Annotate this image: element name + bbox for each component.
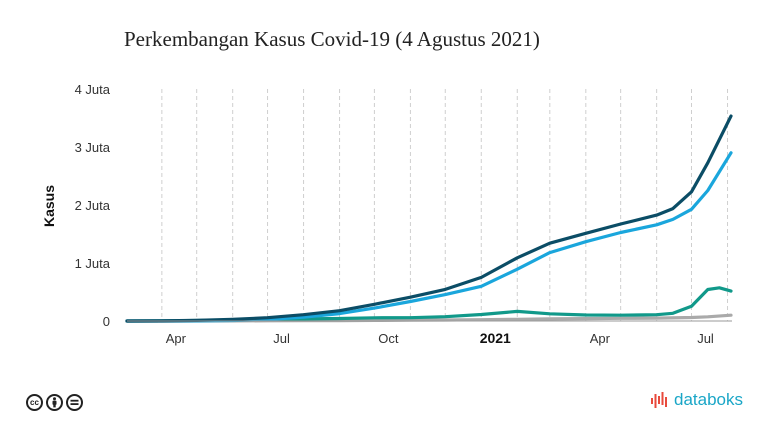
x-tick-label: Apr <box>590 331 611 346</box>
no-derivatives-icon[interactable] <box>66 394 83 411</box>
y-tick-label: 0 <box>103 314 110 329</box>
grid-lines <box>161 89 729 321</box>
x-tick-label: Jul <box>273 331 290 346</box>
x-tick-label: 2021 <box>480 330 511 346</box>
series-line <box>125 114 733 323</box>
cc-icon[interactable]: cc <box>26 394 43 411</box>
brand-logo[interactable]: databoks <box>651 390 743 410</box>
brand-name: databoks <box>674 390 743 409</box>
y-tick-label: 2 Juta <box>75 198 111 213</box>
y-tick-label: 3 Juta <box>75 140 111 155</box>
license-icons: cc <box>26 394 83 411</box>
x-tick-label: Apr <box>166 331 187 346</box>
y-tick-label: 1 Juta <box>75 256 111 271</box>
y-axis-label: Kasus <box>41 185 57 227</box>
databoks-mark-icon <box>651 391 667 408</box>
x-tick-label: Jul <box>697 331 714 346</box>
series-lines <box>125 114 733 323</box>
y-tick-label: 4 Juta <box>75 82 111 97</box>
x-tick-labels: Apr Jul Oct 2021 Apr Jul <box>166 330 714 346</box>
attribution-icon[interactable] <box>46 394 63 411</box>
series-line <box>125 151 733 323</box>
chart-title: Perkembangan Kasus Covid-19 (4 Agustus 2… <box>124 27 540 51</box>
y-tick-labels: 0 1 Juta 2 Juta 3 Juta 4 Juta <box>75 82 111 329</box>
x-tick-label: Oct <box>378 331 399 346</box>
